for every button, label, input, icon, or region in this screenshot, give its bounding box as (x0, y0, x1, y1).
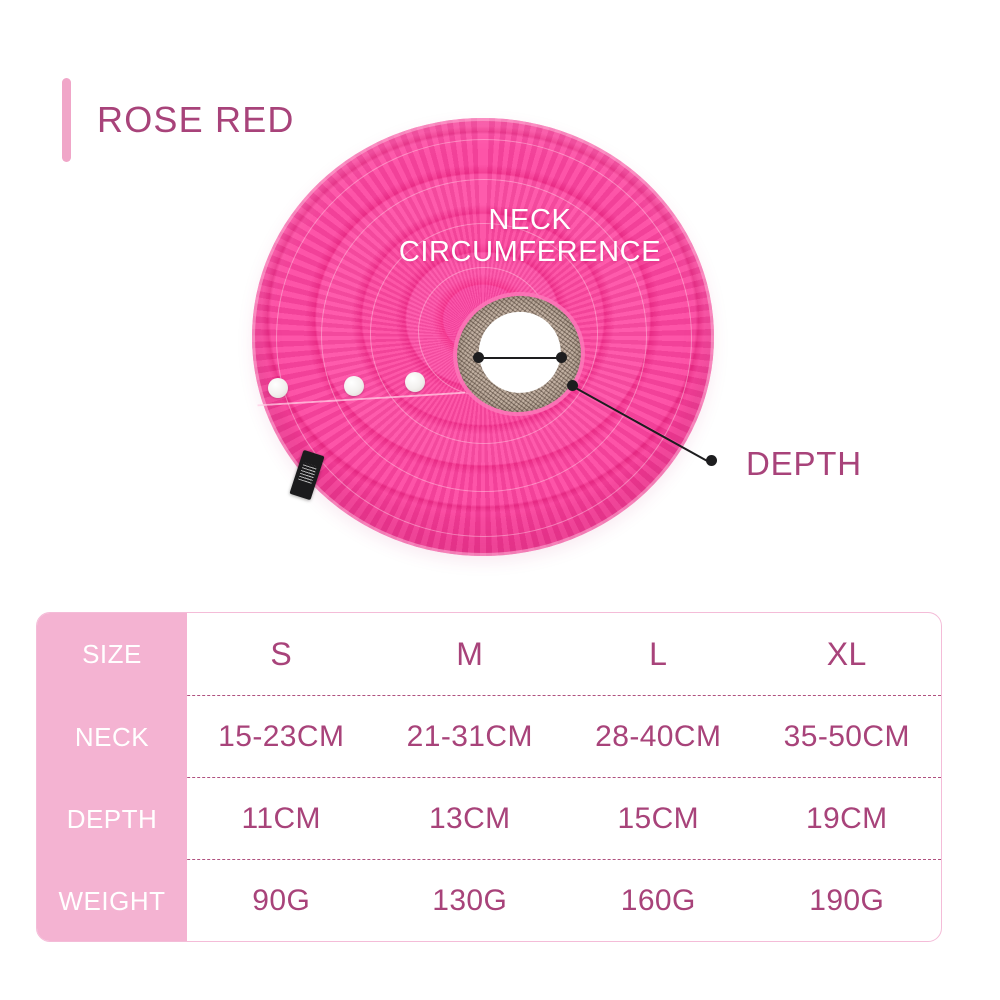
product-image: NECK CIRCUMFERENCE DEPTH (0, 0, 1000, 600)
table-row: DEPTH 11CM 13CM 15CM 19CM (37, 776, 941, 859)
neck-opening-mesh (449, 287, 589, 421)
cell-size-s: S (270, 635, 293, 672)
neck-measurement-line (478, 357, 562, 359)
cell-depth-s: 11CM (241, 801, 321, 835)
snap-button-3 (405, 372, 425, 392)
cell-depth-xl: 19CM (805, 801, 888, 835)
depth-dot-inner (567, 380, 578, 391)
cell-size-l: L (649, 635, 668, 672)
neck-measure-dot-left (473, 352, 484, 363)
table-row: NECK 15-23CM 21-31CM 28-40CM 35-50CM (37, 694, 941, 777)
table-row: WEIGHT 90G 130G 160G 190G (37, 858, 941, 941)
depth-label: DEPTH (746, 445, 862, 482)
cell-neck-m: 21-31CM (406, 719, 533, 753)
table-row: SIZE S M L XL (37, 613, 941, 695)
cell-weight-m: 130G (432, 883, 508, 917)
accent-bar (62, 78, 71, 162)
size-chart-table: SIZE S M L XL NECK 15-23CM 21-31CM 28-40… (36, 612, 942, 942)
neck-hole (473, 306, 567, 399)
cell-neck-l: 28-40CM (595, 719, 722, 753)
cell-size-m: M (456, 635, 484, 672)
snap-button-2 (344, 376, 364, 396)
pet-recovery-collar (252, 118, 714, 556)
cell-depth-l: 15CM (617, 801, 700, 835)
row-header-size: SIZE (37, 613, 187, 695)
color-variant-header: ROSE RED (62, 78, 295, 162)
cell-size-xl: XL (826, 635, 867, 672)
cell-neck-xl: 35-50CM (783, 719, 910, 753)
depth-dot-outer (706, 455, 717, 466)
row-header-neck: NECK (37, 694, 187, 777)
neck-measure-dot-right (556, 352, 567, 363)
row-header-depth: DEPTH (37, 776, 187, 859)
cell-weight-xl: 190G (809, 883, 885, 917)
cell-depth-m: 13CM (428, 801, 511, 835)
cell-neck-s: 15-23CM (218, 719, 345, 753)
cell-weight-l: 160G (620, 883, 696, 917)
snap-button-1 (268, 378, 288, 398)
cell-weight-s: 90G (252, 883, 311, 917)
row-header-weight: WEIGHT (37, 858, 187, 941)
